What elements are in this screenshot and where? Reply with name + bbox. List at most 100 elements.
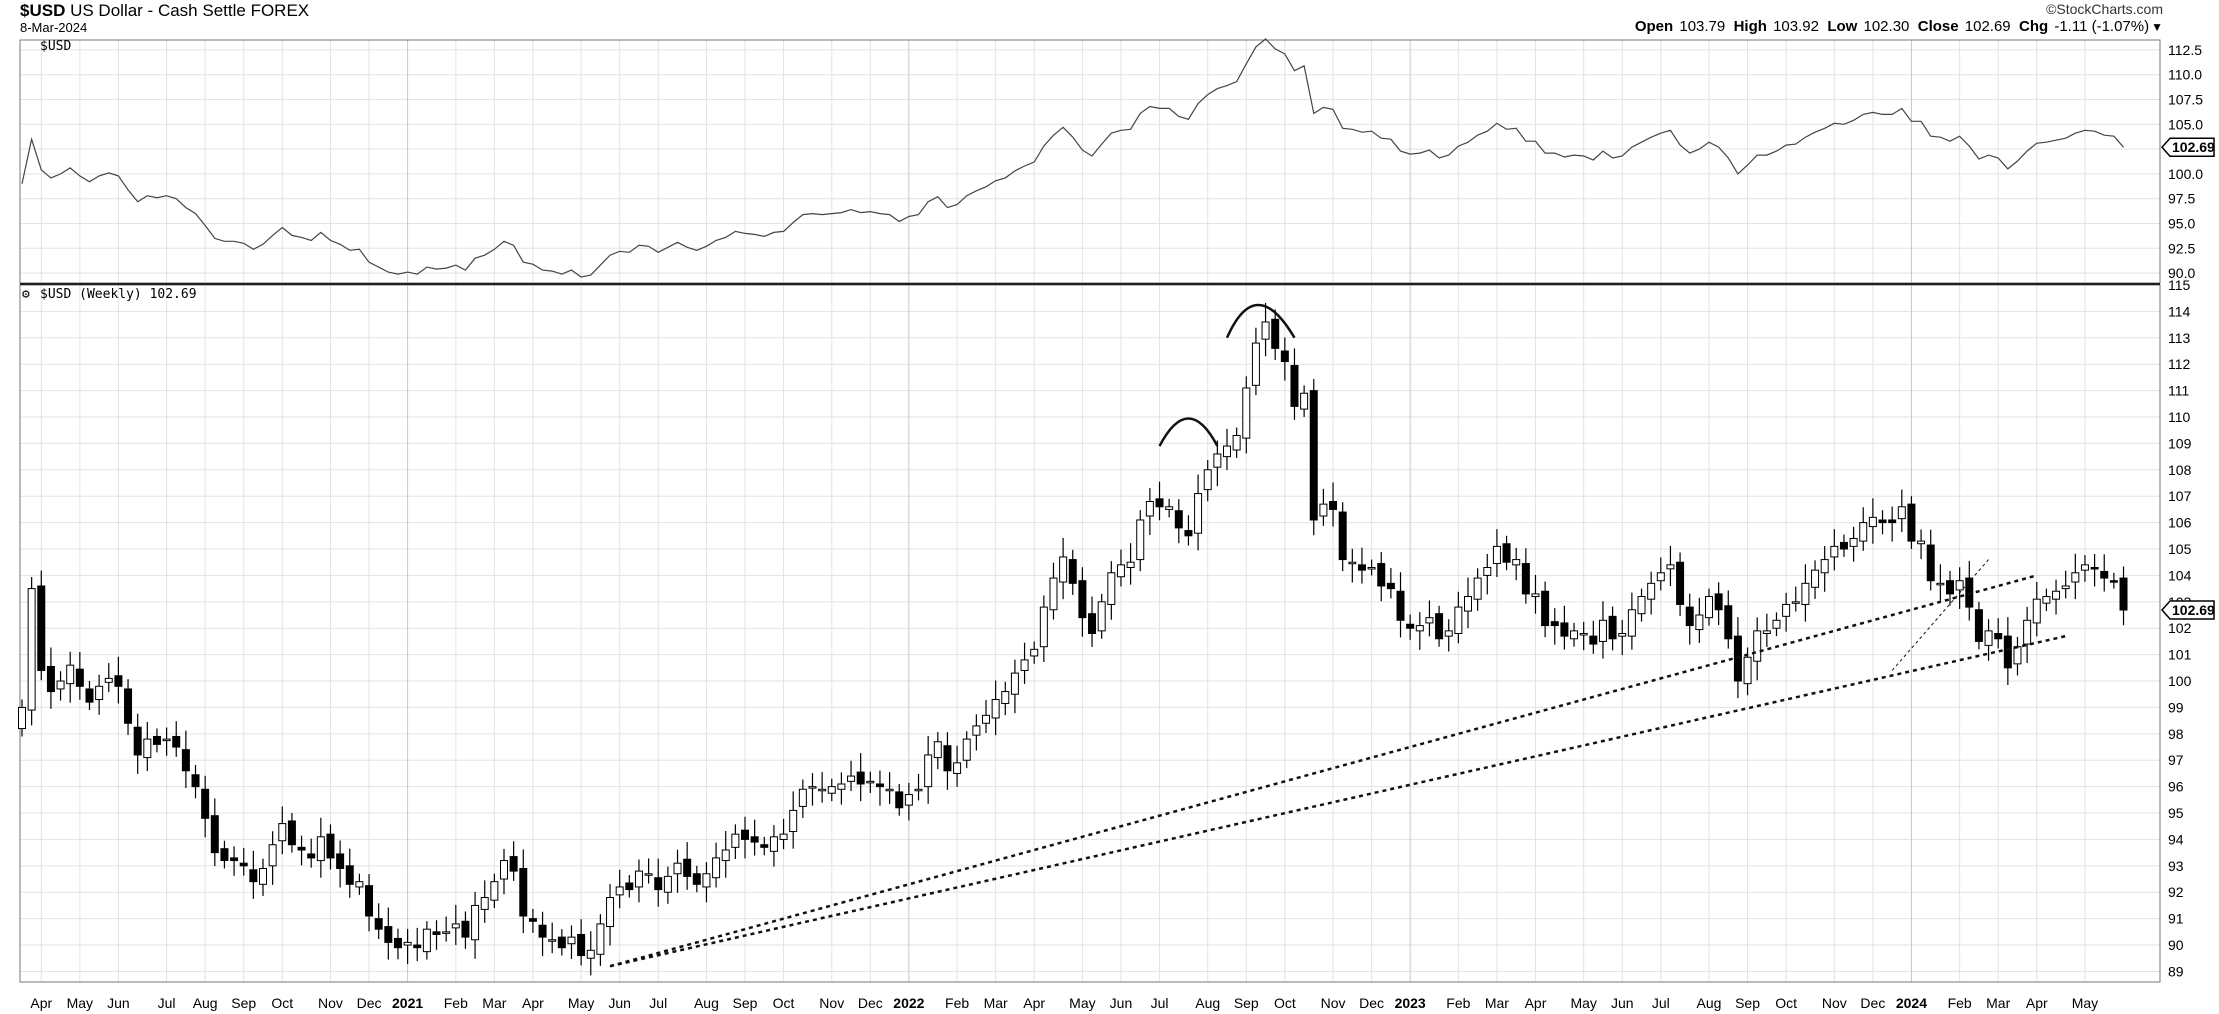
candle-body xyxy=(1300,392,1309,410)
top-y-tick-label: 110.0 xyxy=(2168,67,2202,83)
candle-body xyxy=(1145,500,1154,517)
candle-body xyxy=(1936,582,1945,586)
x-tick-label: 2023 xyxy=(1395,995,1426,1011)
x-tick-label: Nov xyxy=(1822,995,1847,1011)
candle-body xyxy=(1647,582,1656,600)
candle-body xyxy=(1357,564,1366,571)
candle-body xyxy=(1897,506,1906,520)
main-panel-icon[interactable]: ⚙ xyxy=(22,287,30,302)
candle-body xyxy=(818,788,827,792)
top-y-tick-label: 95.0 xyxy=(2168,215,2195,231)
symbol-title: $USD US Dollar - Cash Settle FOREX xyxy=(20,1,309,21)
candle-body xyxy=(75,668,84,687)
candle-body xyxy=(1116,564,1125,578)
top-y-tick-label: 107.5 xyxy=(2168,92,2203,108)
candle-body xyxy=(1068,559,1077,584)
candle-body xyxy=(345,865,354,885)
candle-body xyxy=(393,937,402,949)
candle-body xyxy=(278,823,287,842)
x-tick-label: Sep xyxy=(231,995,256,1011)
x-tick-label: Apr xyxy=(2026,995,2048,1011)
candle-body xyxy=(1290,365,1299,407)
candle-body xyxy=(1213,453,1222,468)
open-value: 103.79 xyxy=(1679,18,1726,35)
candle-body xyxy=(1502,543,1511,563)
chg-label: Chg xyxy=(2019,18,2049,35)
x-tick-label: May xyxy=(2072,995,2098,1011)
x-tick-label: 2022 xyxy=(893,995,924,1011)
dropdown-arrow-icon[interactable]: ▼ xyxy=(2151,20,2163,34)
candle-body xyxy=(1406,623,1415,629)
candle-body xyxy=(461,920,470,938)
main-y-tick-label: 90 xyxy=(2168,937,2184,953)
x-tick-label: Aug xyxy=(193,995,218,1011)
candle-body xyxy=(1839,541,1848,550)
main-y-tick-label: 115 xyxy=(2168,277,2191,293)
candle-body xyxy=(1791,601,1800,604)
candle-body xyxy=(37,585,46,671)
top-panel-frame xyxy=(19,39,2161,284)
candle-body xyxy=(721,849,730,862)
candle-body xyxy=(1126,561,1135,568)
candle-body xyxy=(1714,593,1723,611)
candle-body xyxy=(2109,580,2118,583)
candle-body xyxy=(1541,590,1550,627)
candle-body xyxy=(403,941,412,946)
candle-body xyxy=(1242,387,1251,439)
candle-body xyxy=(1492,545,1501,565)
last-value-tag-text: 102.69 xyxy=(2172,602,2215,618)
candle-body xyxy=(490,881,499,901)
candle-body xyxy=(528,918,537,922)
x-tick-label: Jun xyxy=(1611,995,1634,1011)
x-tick-label: 2021 xyxy=(392,995,423,1011)
x-tick-label: Jul xyxy=(1151,995,1169,1011)
main-y-tick-label: 101 xyxy=(2168,647,2192,663)
candle-body xyxy=(1859,522,1868,542)
candle-body xyxy=(1589,635,1598,645)
candle-body xyxy=(1878,519,1887,524)
candle-body xyxy=(1888,519,1897,524)
candle-body xyxy=(837,783,846,790)
x-tick-label: May xyxy=(1069,995,1095,1011)
candle-body xyxy=(972,725,981,736)
x-tick-label: Sep xyxy=(1735,995,1760,1011)
main-y-tick-label: 98 xyxy=(2168,726,2184,742)
candle-body xyxy=(1618,633,1627,637)
candle-body xyxy=(500,860,508,880)
candle-body xyxy=(769,836,778,852)
candle-body xyxy=(856,771,865,785)
main-y-tick-label: 105 xyxy=(2168,541,2192,557)
candle-body xyxy=(432,931,441,935)
main-y-tick-label: 109 xyxy=(2168,435,2192,451)
candle-body xyxy=(268,844,277,867)
candlesticks xyxy=(18,302,2128,976)
x-tick-label: Nov xyxy=(1321,995,1346,1011)
x-tick-label: Jun xyxy=(107,995,130,1011)
candle-body xyxy=(904,794,913,806)
candle-body xyxy=(606,897,615,928)
candle-body xyxy=(914,788,923,792)
candle-body xyxy=(1772,619,1781,629)
main-y-tick-label: 110 xyxy=(2168,409,2191,425)
x-tick-label: May xyxy=(568,995,594,1011)
ohlc-readout: Open 103.79 High 103.92 Low 102.30 Close… xyxy=(1635,18,2163,35)
candle-body xyxy=(741,829,749,840)
candle-body xyxy=(557,936,566,949)
candle-body xyxy=(1030,648,1039,657)
last-value-tag-shape xyxy=(2160,600,2215,620)
main-last-value-tag: 102.69 xyxy=(2160,600,2215,620)
candle-body xyxy=(1184,530,1193,537)
candle-body xyxy=(1059,556,1068,583)
candle-body xyxy=(230,857,239,862)
candle-body xyxy=(1425,617,1434,624)
trendline xyxy=(609,634,2066,968)
candle-body xyxy=(1386,582,1395,590)
candle-body xyxy=(644,873,653,876)
main-panel-title: $USD (Weekly) 102.69 xyxy=(40,287,197,302)
close-value: 102.69 xyxy=(1964,18,2011,35)
x-tick-label: Dec xyxy=(357,995,382,1011)
candle-body xyxy=(2052,590,2061,600)
candle-body xyxy=(924,754,933,788)
candle-body xyxy=(2013,646,2022,665)
